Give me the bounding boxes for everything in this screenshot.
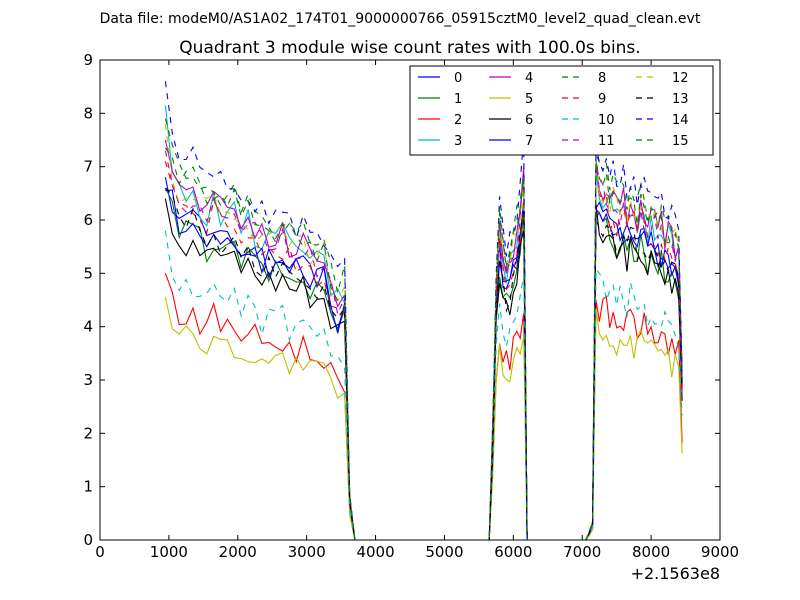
legend-label-10: 10 (598, 113, 615, 128)
legend-label-14: 14 (672, 113, 689, 128)
y-tick-label: 9 (83, 51, 93, 69)
legend-frame (409, 65, 714, 156)
series-line-11 (164, 150, 683, 541)
series-line-3 (164, 105, 683, 541)
legend-label-5: 5 (525, 92, 533, 107)
legend-label-2: 2 (454, 113, 462, 128)
legend-label-6: 6 (525, 113, 533, 128)
x-tick-label: 6000 (494, 543, 532, 561)
x-offset-label: +2.1563e8 (631, 564, 720, 583)
legend-label-0: 0 (454, 71, 462, 86)
y-tick-label: 1 (83, 478, 93, 496)
legend-label-9: 9 (598, 92, 606, 107)
data-file-header: Data file: modeM0/AS1A02_174T01_90000007… (100, 11, 701, 27)
series-line-13 (165, 187, 683, 541)
plot-frame (99, 59, 721, 541)
y-tick-label: 0 (83, 531, 93, 549)
y-tick-label: 5 (83, 264, 93, 282)
series-line-5 (164, 297, 683, 541)
y-tick-label: 2 (83, 424, 93, 442)
x-tick-label: 3000 (288, 543, 326, 561)
x-tick-label: 9000 (701, 543, 739, 561)
series-line-12 (164, 123, 683, 541)
series-line-0 (164, 177, 683, 541)
x-tick-label: 4000 (356, 543, 394, 561)
x-tick-label: 5000 (425, 543, 463, 561)
x-tick-label: 8000 (632, 543, 670, 561)
x-axis: 0 1000 2000 3000 4000 5000 6000 7000 8000 9000 (95, 60, 739, 561)
x-tick-label: 1000 (150, 543, 188, 561)
y-tick-label: 4 (83, 318, 93, 336)
x-tick-label: 0 (95, 543, 105, 561)
legend-label-3: 3 (454, 134, 462, 149)
legend-label-7: 7 (525, 134, 533, 149)
series-line-2 (164, 273, 683, 541)
series-line-8 (164, 118, 683, 541)
series-line-14 (164, 81, 683, 541)
legend-label-12: 12 (672, 71, 689, 86)
y-tick-label: 6 (83, 211, 93, 229)
series-line-1 (164, 187, 683, 541)
legend-label-15: 15 (672, 134, 689, 149)
y-tick-label: 3 (83, 371, 93, 389)
x-tick-label: 2000 (219, 543, 257, 561)
legend-label-13: 13 (672, 92, 689, 107)
legend-label-1: 1 (454, 92, 462, 107)
y-tick-label: 8 (83, 104, 93, 122)
y-tick-label: 7 (83, 158, 93, 176)
legend-label-11: 11 (598, 134, 615, 149)
series-line-9 (164, 161, 683, 541)
series-line-15 (164, 147, 683, 541)
series-line-10 (164, 230, 683, 541)
x-tick-label: 7000 (563, 543, 601, 561)
series-line-7 (165, 189, 683, 541)
series-line-6 (164, 198, 683, 541)
chart-title: Quadrant 3 module wise count rates with … (179, 38, 640, 58)
plot-area (164, 81, 683, 541)
legend-label-8: 8 (598, 71, 606, 86)
legend-label-4: 4 (525, 71, 533, 86)
